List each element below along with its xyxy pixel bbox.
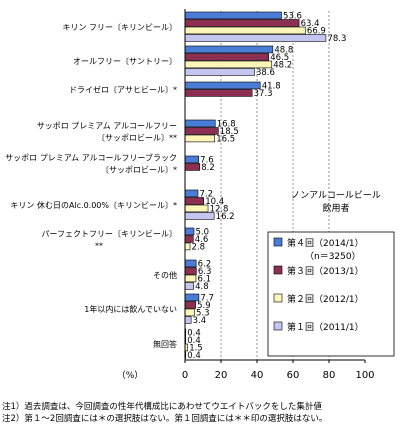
data-label: 12.8 (210, 204, 229, 214)
x-tick-label: 20 (215, 370, 228, 381)
bar (184, 19, 300, 27)
bar (184, 197, 205, 205)
footnote-2: 注2）第１～2回調査には＊の選択肢はない。第１回調査には＊＊印の選択肢はない。 (2, 414, 328, 424)
legend-swatch (273, 293, 283, 303)
bar (184, 119, 216, 128)
category-label: パーフェクトフリー〔キリンビール〕 (41, 229, 177, 238)
category-label: キリン フリー〔キリンビール〕 (62, 23, 177, 32)
x-tick-label: 100 (355, 370, 374, 381)
data-label: 41.8 (262, 81, 281, 91)
bar (184, 11, 282, 20)
data-label: 48.2 (273, 60, 292, 70)
category-label: 〔サッポロビール〕* (101, 166, 177, 175)
bar (184, 189, 199, 198)
data-label: 46.5 (270, 53, 289, 63)
data-label: 53.6 (283, 11, 302, 21)
legend-swatch (273, 321, 283, 331)
bar (184, 155, 199, 164)
bar (184, 68, 255, 76)
data-label: 7.2 (199, 189, 213, 199)
bar (184, 259, 197, 268)
data-label: 16.5 (216, 134, 235, 144)
x-axis-unit: （%） (117, 370, 144, 381)
bar (184, 81, 261, 90)
category-label: オールフリー〔サントリー〕 (73, 57, 177, 66)
legend-note: （n＝3250） (305, 251, 361, 262)
bar (184, 34, 327, 42)
bar (184, 26, 306, 35)
bar (184, 242, 191, 251)
category-label: 1年以内には飲んでいない (84, 304, 177, 314)
category-label: 〔サッポロビール〕** (97, 133, 177, 142)
data-label: 37.3 (254, 89, 273, 99)
data-label: 16.2 (216, 212, 235, 222)
category-label: サッポロ プレミアム アルコールフリー (37, 121, 177, 130)
data-label: 7.6 (200, 155, 214, 165)
legend-label: 第２回（2012/1） (287, 293, 364, 305)
data-label: 5.3 (196, 308, 210, 318)
data-label: 48.8 (274, 45, 293, 55)
data-label: 0.4 (187, 351, 201, 361)
legend-label: 第３回（2013/1） (287, 265, 364, 277)
data-label: 6.3 (198, 267, 212, 277)
category-label: 無回答 (153, 339, 177, 349)
data-label: 1.5 (189, 343, 203, 353)
x-tick-label: 40 (251, 370, 264, 381)
data-label: 6.2 (198, 259, 212, 269)
bar (184, 127, 219, 135)
data-label: 7.7 (200, 293, 214, 303)
category-label: サッポロ プレミアム アルコールフリーブラック (5, 153, 177, 163)
data-label: 0.4 (187, 336, 201, 346)
bar (184, 282, 194, 290)
data-label: 5.9 (197, 301, 211, 311)
data-label: 2.8 (192, 242, 206, 252)
data-label: 3.4 (193, 316, 207, 326)
legend-header: 飲用者 (322, 202, 349, 214)
category-label: ** (95, 241, 103, 250)
data-label: 38.6 (256, 68, 275, 78)
x-tick-label: 0 (182, 370, 188, 381)
data-label: 18.5 (220, 127, 239, 137)
category-label: その他 (153, 270, 177, 280)
legend-swatch (273, 237, 283, 247)
data-label: 5.0 (196, 227, 210, 237)
x-tick-label: 60 (287, 370, 300, 381)
legend-header: ノンアルコールビール (291, 190, 381, 201)
bar (184, 227, 195, 236)
category-label: ドライゼロ〔アサヒビール〕* (69, 85, 177, 95)
bar (184, 212, 215, 220)
bar (184, 53, 269, 61)
legend-swatch (273, 265, 283, 275)
legend-label: 第１回（2011/1） (287, 321, 364, 333)
data-label: 6.1 (197, 274, 211, 284)
bar-chart: 53.6 48.8 41.8 16.8 7.6 7.2 5.0 6.2 7.7 0.4 63.4 46… (5, 9, 395, 381)
data-label: 63.4 (301, 19, 320, 29)
bar (184, 45, 274, 54)
data-label: 0.4 (187, 328, 201, 338)
footnote-1: 注1）過去調査は、今回調査の性年代構成比にあわせてウエイトバックをした集計値 (2, 402, 322, 412)
bar (184, 89, 253, 97)
data-label: 66.9 (307, 26, 326, 36)
data-label: 10.4 (205, 197, 224, 207)
legend-label: 第４回（2014/1） (287, 237, 364, 249)
bar (184, 267, 197, 275)
data-label: 8.2 (201, 163, 215, 173)
bar (184, 316, 192, 324)
bar (184, 163, 201, 171)
data-label: 78.3 (327, 34, 346, 44)
bar (184, 134, 216, 143)
data-label: 4.6 (195, 235, 209, 245)
category-label: キリン 休む日のAlc.0.00%〔キリンビール〕* (10, 200, 177, 210)
bar (184, 204, 209, 213)
bar (184, 301, 196, 309)
data-label: 16.8 (217, 119, 236, 129)
data-label: 4.8 (195, 282, 209, 292)
legend (267, 231, 395, 357)
x-tick-label: 80 (323, 370, 336, 381)
